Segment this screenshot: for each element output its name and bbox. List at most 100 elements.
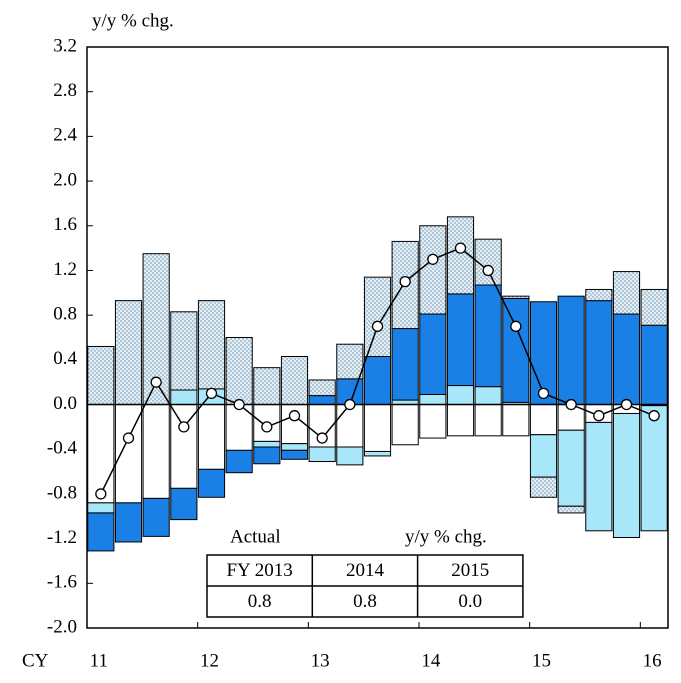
- bar-segment: [419, 313, 447, 395]
- bar-segment: [419, 393, 447, 406]
- y-tick-label: -2.0: [47, 616, 77, 637]
- bar-segment: [612, 313, 641, 406]
- line-marker: [95, 488, 107, 500]
- line-marker: [261, 421, 273, 433]
- bar-segment: [170, 404, 198, 489]
- bar-segment: [363, 450, 392, 457]
- bar-segment: [170, 389, 198, 406]
- bar-segment: [446, 293, 475, 387]
- bar-segment: [474, 284, 502, 388]
- x-tick-label: 13: [311, 650, 330, 671]
- line-marker: [150, 376, 162, 388]
- plot-frame: [86, 46, 669, 629]
- bar-segment: [114, 300, 143, 406]
- bar-segment: [308, 395, 336, 406]
- bar-segment: [529, 434, 558, 478]
- line-marker: [344, 398, 356, 411]
- bar-segment: [585, 300, 613, 406]
- line-marker: [178, 421, 190, 433]
- x-tick-label: 15: [532, 650, 551, 671]
- bar-segment: [363, 355, 392, 406]
- x-axis-label: CY: [22, 650, 49, 671]
- bar-segment: [502, 295, 530, 299]
- bar-segment: [557, 295, 585, 406]
- bar-segment: [502, 297, 530, 403]
- bar-segment: [87, 502, 115, 514]
- line-marker: [399, 275, 411, 288]
- table-cell: 0.8: [248, 591, 272, 612]
- line-marker: [233, 398, 245, 411]
- bar-segment: [529, 476, 558, 498]
- table-header: FY 2013: [226, 560, 292, 581]
- table-title: Actual: [230, 526, 281, 547]
- bar-segment: [529, 404, 558, 436]
- y-tick-label: -0.4: [47, 438, 78, 459]
- bar-segment: [253, 446, 281, 465]
- line-marker: [288, 410, 301, 422]
- table-cell: 0.8: [353, 591, 377, 612]
- x-tick-label: 11: [90, 650, 108, 671]
- table-cell: 0.0: [458, 591, 482, 612]
- bar-segment: [197, 300, 226, 390]
- bar-segment: [336, 446, 364, 466]
- line-marker: [482, 264, 494, 277]
- y-tick-label: 2.0: [53, 169, 77, 190]
- table-header: 2014: [346, 560, 385, 581]
- y-tick-label: 2.8: [53, 80, 77, 101]
- line-marker: [510, 320, 522, 332]
- bar-segment: [391, 404, 419, 446]
- bar-segment: [474, 386, 502, 406]
- bar-segment: [336, 404, 364, 448]
- line-marker: [593, 410, 605, 422]
- bar-segment: [280, 355, 309, 406]
- bar-segment: [142, 497, 170, 537]
- bar-segment: [640, 405, 668, 532]
- line-marker: [122, 432, 135, 444]
- bar-segment: [502, 404, 530, 437]
- bar-segment: [474, 238, 502, 286]
- bar-segment: [225, 337, 253, 406]
- x-tick-label: 14: [421, 650, 441, 671]
- y-tick-label: -1.2: [47, 527, 77, 548]
- bar-segment: [170, 311, 198, 391]
- bar-segment: [529, 301, 558, 406]
- line-marker: [648, 410, 660, 422]
- bar-segment: [585, 288, 613, 302]
- bar-segment: [557, 429, 585, 507]
- bar-segment: [142, 404, 170, 499]
- line-marker: [565, 398, 577, 411]
- y-tick-label: 2.4: [53, 125, 77, 146]
- bar-segment: [612, 271, 641, 315]
- bar-segment: [197, 404, 226, 470]
- y-tick-label: 0.0: [53, 393, 77, 414]
- y-tick-label: -1.6: [47, 572, 77, 593]
- y-tick-label: 1.6: [53, 214, 77, 235]
- bar-segment: [197, 468, 226, 498]
- line-marker: [427, 253, 439, 265]
- line-marker: [537, 387, 550, 400]
- y-tick-label: 1.2: [53, 259, 77, 280]
- bar-segment: [87, 512, 115, 552]
- bar-segment: [170, 487, 198, 521]
- bar-segment: [446, 404, 475, 437]
- bar-segment: [114, 404, 143, 504]
- bar-segment: [87, 404, 115, 504]
- table-header: 2015: [451, 560, 489, 581]
- y-tick-label: 0.8: [53, 304, 77, 325]
- bar-segment: [87, 345, 115, 406]
- bar-segment: [336, 343, 364, 380]
- line-marker: [620, 398, 633, 411]
- bar-segment: [225, 449, 253, 474]
- bar-segment: [557, 505, 585, 514]
- line-marker: [454, 242, 467, 254]
- bar-segment: [308, 379, 336, 397]
- table-unit: y/y % chg.: [405, 526, 487, 547]
- bar-segment: [585, 421, 613, 532]
- y-tick-label: -0.8: [47, 482, 77, 503]
- bar-segment: [474, 404, 502, 437]
- x-tick-label: 12: [200, 650, 219, 671]
- bar-segment: [253, 440, 281, 448]
- bar-segment: [363, 404, 392, 452]
- bar-segment: [308, 446, 336, 463]
- bar-segment: [612, 412, 641, 538]
